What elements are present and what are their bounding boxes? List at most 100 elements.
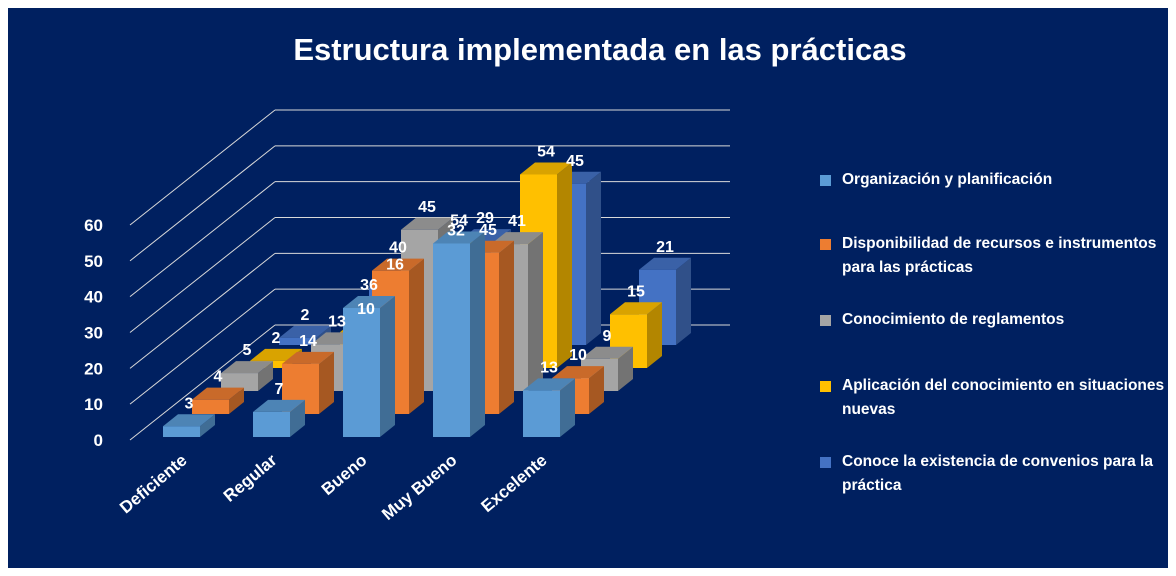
bar-front — [523, 390, 560, 437]
data-label: 45 — [566, 153, 584, 170]
bar-side — [676, 257, 691, 345]
legend-item: Disponibilidad de recursos e instrumento… — [820, 232, 1172, 280]
bar — [433, 231, 485, 437]
grid-line — [129, 288, 276, 405]
data-label: 10 — [357, 301, 375, 318]
bar-top — [343, 296, 395, 308]
legend-swatch — [820, 381, 831, 392]
y-tick-label: 30 — [84, 324, 103, 343]
bar-side — [258, 361, 273, 391]
bar-front — [279, 337, 316, 345]
data-label: 4 — [214, 369, 223, 386]
bar-side — [647, 302, 662, 368]
bar — [221, 361, 273, 391]
bar — [610, 302, 662, 368]
data-label: 9 — [603, 328, 612, 345]
bar-top — [523, 378, 575, 391]
bar — [253, 399, 305, 437]
data-label: 32 — [447, 222, 465, 239]
legend-item: Conocimiento de reglamentos — [820, 308, 1172, 332]
y-tick-label: 20 — [84, 359, 103, 378]
y-tick-label: 50 — [84, 252, 103, 271]
bar-side — [586, 171, 601, 345]
data-label: 2 — [301, 307, 310, 324]
grid-line — [129, 324, 276, 441]
legend-swatch — [820, 315, 831, 326]
bar-side — [560, 378, 575, 437]
bar — [523, 378, 575, 437]
legend-item: Organización y planificación — [820, 168, 1172, 192]
legend-label: Conocimiento de reglamentos — [842, 311, 1065, 328]
grid-line — [129, 217, 276, 333]
bar — [163, 414, 215, 437]
grid-line — [129, 252, 276, 369]
y-tick-label: 0 — [94, 431, 103, 450]
legend-item: Aplicación del conocimiento en situacion… — [820, 374, 1172, 422]
y-tick-label: 40 — [84, 288, 103, 307]
bar-front — [163, 426, 200, 437]
bar-top — [552, 366, 604, 379]
data-label: 2 — [272, 330, 281, 347]
bar-side — [557, 162, 572, 368]
bar-top — [401, 217, 453, 230]
data-label: 45 — [479, 222, 497, 239]
bar-side — [290, 399, 305, 437]
data-label: 54 — [537, 144, 555, 161]
bar — [282, 351, 334, 414]
chart-title: Estructura implementada en las prácticas — [293, 32, 906, 67]
bar-top — [282, 351, 334, 364]
bar-front — [221, 373, 258, 391]
data-label: 54 — [450, 213, 468, 230]
bar-top — [250, 348, 302, 361]
data-label: 14 — [299, 333, 317, 350]
bar-side — [319, 351, 334, 414]
data-label: 41 — [508, 213, 526, 230]
bar-side — [470, 231, 485, 437]
legend-label: Disponibilidad de recursos e instrumento… — [842, 235, 1157, 276]
grid-line — [129, 109, 276, 226]
y-tick-label: 10 — [84, 395, 103, 414]
data-label: 16 — [386, 257, 404, 274]
bar-side — [589, 366, 604, 414]
bar — [192, 387, 244, 414]
bar-front — [253, 411, 290, 437]
data-label: 3 — [185, 395, 194, 412]
bar-front — [343, 308, 380, 437]
bar-top — [610, 302, 662, 315]
y-tick-label: 60 — [84, 216, 103, 235]
data-label: 40 — [389, 240, 407, 257]
legend-label: Conoce la existencia de convenios para l… — [842, 453, 1153, 494]
data-label: 29 — [476, 210, 494, 227]
bar-side — [618, 346, 633, 391]
data-label: 13 — [540, 359, 558, 376]
bar-top — [279, 325, 331, 338]
bar-top — [192, 387, 244, 400]
data-label: 13 — [328, 313, 346, 330]
bar-side — [409, 258, 424, 414]
bar-front — [192, 399, 229, 414]
data-label: 45 — [418, 199, 436, 216]
bar-top — [372, 258, 424, 271]
data-label: 5 — [243, 342, 252, 359]
grid-line — [129, 145, 276, 262]
legend-item: Conoce la existencia de convenios para l… — [820, 450, 1172, 498]
legend-label: Organización y planificación — [842, 171, 1053, 188]
data-label: 15 — [627, 283, 645, 300]
bar-side — [528, 232, 543, 391]
data-label: 36 — [360, 277, 378, 294]
data-label: 7 — [275, 381, 284, 398]
bar-side — [229, 387, 244, 414]
legend-swatch — [820, 239, 831, 250]
legend-label: Aplicación del conocimiento en situacion… — [842, 377, 1165, 418]
legend-swatch — [820, 175, 831, 186]
bar — [343, 296, 395, 437]
data-label: 10 — [569, 347, 587, 364]
bar-top — [253, 399, 305, 412]
grid-line — [129, 181, 276, 298]
bar-top — [163, 414, 215, 427]
bar-side — [499, 240, 514, 414]
bar-top — [221, 361, 273, 374]
legend-swatch — [820, 457, 831, 468]
